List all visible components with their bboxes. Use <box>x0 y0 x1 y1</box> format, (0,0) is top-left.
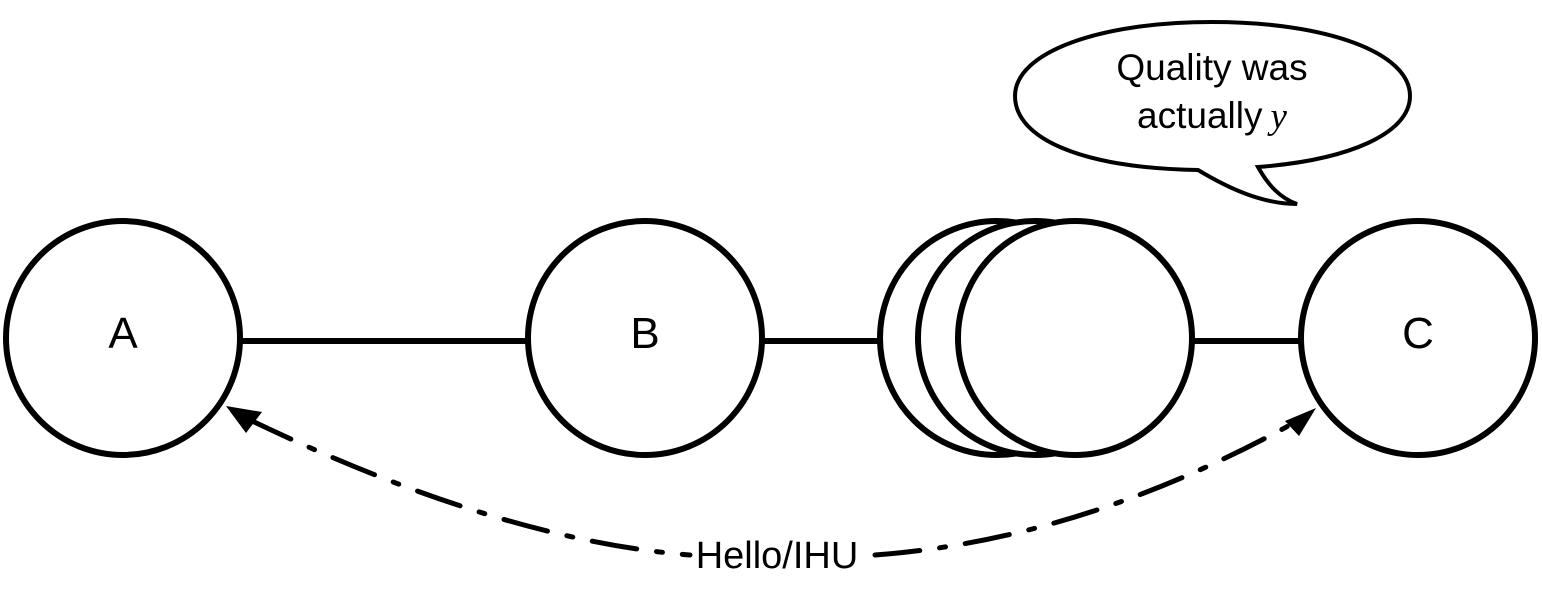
node-a-circle <box>3 218 243 458</box>
node-c-circle <box>1298 218 1538 458</box>
arrowhead-left-icon <box>226 406 262 433</box>
node-a-label: A <box>108 309 138 358</box>
arrowhead-right-icon <box>1285 408 1316 436</box>
speech-bubble-line2: actually y <box>1137 95 1287 137</box>
hello-ihu-arc <box>247 417 1293 558</box>
node-b-circle <box>525 218 765 458</box>
node-c[interactable]: C <box>1298 218 1538 458</box>
node-b[interactable]: B <box>525 218 765 458</box>
stacked-node-group[interactable] <box>877 218 1195 458</box>
stacked-node-front <box>955 218 1195 458</box>
hello-ihu-label: Hello/IHU <box>696 535 859 577</box>
speech-bubble-line2-text: actually <box>1137 95 1263 136</box>
speech-bubble-variable: y <box>1267 96 1288 137</box>
speech-bubble: Quality was actually y <box>1012 19 1413 206</box>
node-b-label: B <box>630 309 659 358</box>
speech-bubble-shape <box>1012 19 1413 206</box>
node-c-label: C <box>1402 309 1434 358</box>
speech-bubble-line1: Quality was <box>1116 47 1307 88</box>
node-a[interactable]: A <box>3 218 243 458</box>
